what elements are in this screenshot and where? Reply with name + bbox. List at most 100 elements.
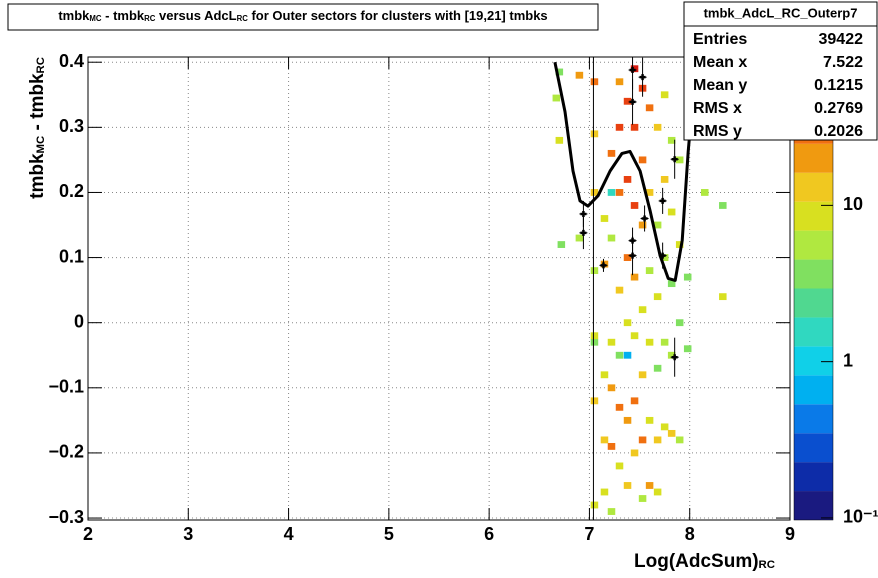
profile-point xyxy=(670,139,679,179)
colorbar-band xyxy=(794,462,833,492)
heatmap-cell xyxy=(600,371,609,379)
heatmap-cell xyxy=(615,403,624,411)
colorbar-band xyxy=(794,143,833,173)
profile-point xyxy=(670,337,679,377)
heatmap-cell xyxy=(623,97,632,105)
heatmap-cell xyxy=(590,130,599,138)
heatmap-cell xyxy=(607,149,616,157)
heatmap-cell xyxy=(590,189,599,196)
heatmap-cell xyxy=(615,78,624,86)
heatmap-cell xyxy=(645,338,654,346)
colorbar-band xyxy=(794,230,833,260)
heatmap-cell xyxy=(607,508,616,515)
heatmap-cell xyxy=(630,273,639,281)
heatmap-cell xyxy=(600,436,609,444)
heatmap-cell xyxy=(607,338,616,346)
profile-point xyxy=(599,258,608,272)
z-tick-label: 10 xyxy=(843,194,863,214)
heatmap-cell xyxy=(700,189,709,196)
marker xyxy=(629,98,636,105)
marker xyxy=(580,229,587,236)
text-part: Log(AdcSum) xyxy=(634,551,759,572)
heatmap-cell xyxy=(638,371,647,379)
marker xyxy=(639,74,646,81)
x-tick-label: 5 xyxy=(384,524,394,544)
heatmap-cell xyxy=(719,202,727,209)
stats-value: 0.2026 xyxy=(814,123,863,140)
fit-curve xyxy=(553,61,697,282)
heatmap-cell xyxy=(653,221,662,229)
profile-point xyxy=(628,236,637,276)
heatmap-cell xyxy=(555,68,564,76)
heatmap-cell xyxy=(660,176,669,183)
colorbar-band xyxy=(794,375,833,405)
heatmap-cell xyxy=(653,123,662,131)
stats-box xyxy=(683,1,878,141)
marker xyxy=(671,156,678,163)
heatmap-cell xyxy=(607,384,616,392)
heatmap-cell xyxy=(607,442,616,450)
x-tick-label: 7 xyxy=(584,524,594,544)
profile-point xyxy=(628,79,637,125)
heatmap-cell xyxy=(630,65,639,73)
text-part: - tmbk xyxy=(102,8,145,23)
heatmap-cell xyxy=(660,423,669,431)
z-tick-label: 10⁻¹ xyxy=(843,507,878,527)
colorbar-band xyxy=(794,346,833,376)
heatmap-cell xyxy=(607,234,616,242)
heatmap-cell xyxy=(645,189,654,196)
heatmap-cell xyxy=(623,254,632,261)
heatmap-cell xyxy=(653,488,662,496)
marker xyxy=(659,252,666,259)
heatmap-cell xyxy=(667,280,676,288)
text-part: MC xyxy=(35,136,47,154)
heatmap-cell xyxy=(600,488,609,496)
x-tick-label: 6 xyxy=(484,524,494,544)
text-part: RC xyxy=(237,14,249,23)
y-tick-label: −0.2 xyxy=(48,442,84,462)
heatmap-cell xyxy=(638,221,647,229)
heatmap-cell xyxy=(600,215,609,222)
heatmap-cell xyxy=(615,286,624,294)
text-part: MC xyxy=(89,14,101,23)
heatmap-cell xyxy=(653,436,662,444)
heatmap-cell xyxy=(590,332,599,340)
heatmap-cell xyxy=(645,482,654,489)
colorbar-band xyxy=(794,288,833,318)
heatmap-cell xyxy=(667,429,676,437)
heatmap-cell xyxy=(590,78,599,86)
heatmap-cell xyxy=(638,495,647,502)
heatmap-cell xyxy=(630,202,639,209)
text-part: tmbk xyxy=(58,8,90,23)
y-tick-label: 0.4 xyxy=(59,51,84,71)
heatmap-cell xyxy=(630,123,639,131)
text-part: RC xyxy=(144,14,156,23)
y-tick-label: −0.3 xyxy=(48,507,84,527)
marker xyxy=(671,354,678,361)
heatmap-cell xyxy=(552,94,561,102)
profile-point xyxy=(640,205,649,232)
heatmap-cell xyxy=(719,293,727,301)
marker xyxy=(600,262,607,269)
heatmap-cell xyxy=(590,338,599,346)
heatmap-cell xyxy=(630,332,639,340)
stats-name: tmbk_AdcL_RC_Outerp7 xyxy=(704,5,858,20)
heatmap-cell xyxy=(675,319,684,327)
profile-point xyxy=(658,187,667,214)
text-part: RC xyxy=(35,57,47,73)
stats-label: Entries xyxy=(693,31,747,48)
heatmap-cell xyxy=(623,416,632,424)
x-tick-label: 9 xyxy=(785,524,795,544)
stats-label: Mean y xyxy=(693,77,747,94)
colorbar-band xyxy=(794,404,833,434)
heatmap-cell xyxy=(683,345,692,353)
heatmap-cell xyxy=(590,267,599,275)
stats-value: 0.1215 xyxy=(814,77,863,94)
heatmap-cell xyxy=(667,351,676,359)
title-box xyxy=(7,3,599,31)
heatmap-cell xyxy=(675,156,684,164)
plot-area xyxy=(552,57,727,520)
heatmap-cell xyxy=(575,234,584,242)
x-tick-label: 8 xyxy=(685,524,695,544)
heatmap-cell xyxy=(660,91,669,99)
